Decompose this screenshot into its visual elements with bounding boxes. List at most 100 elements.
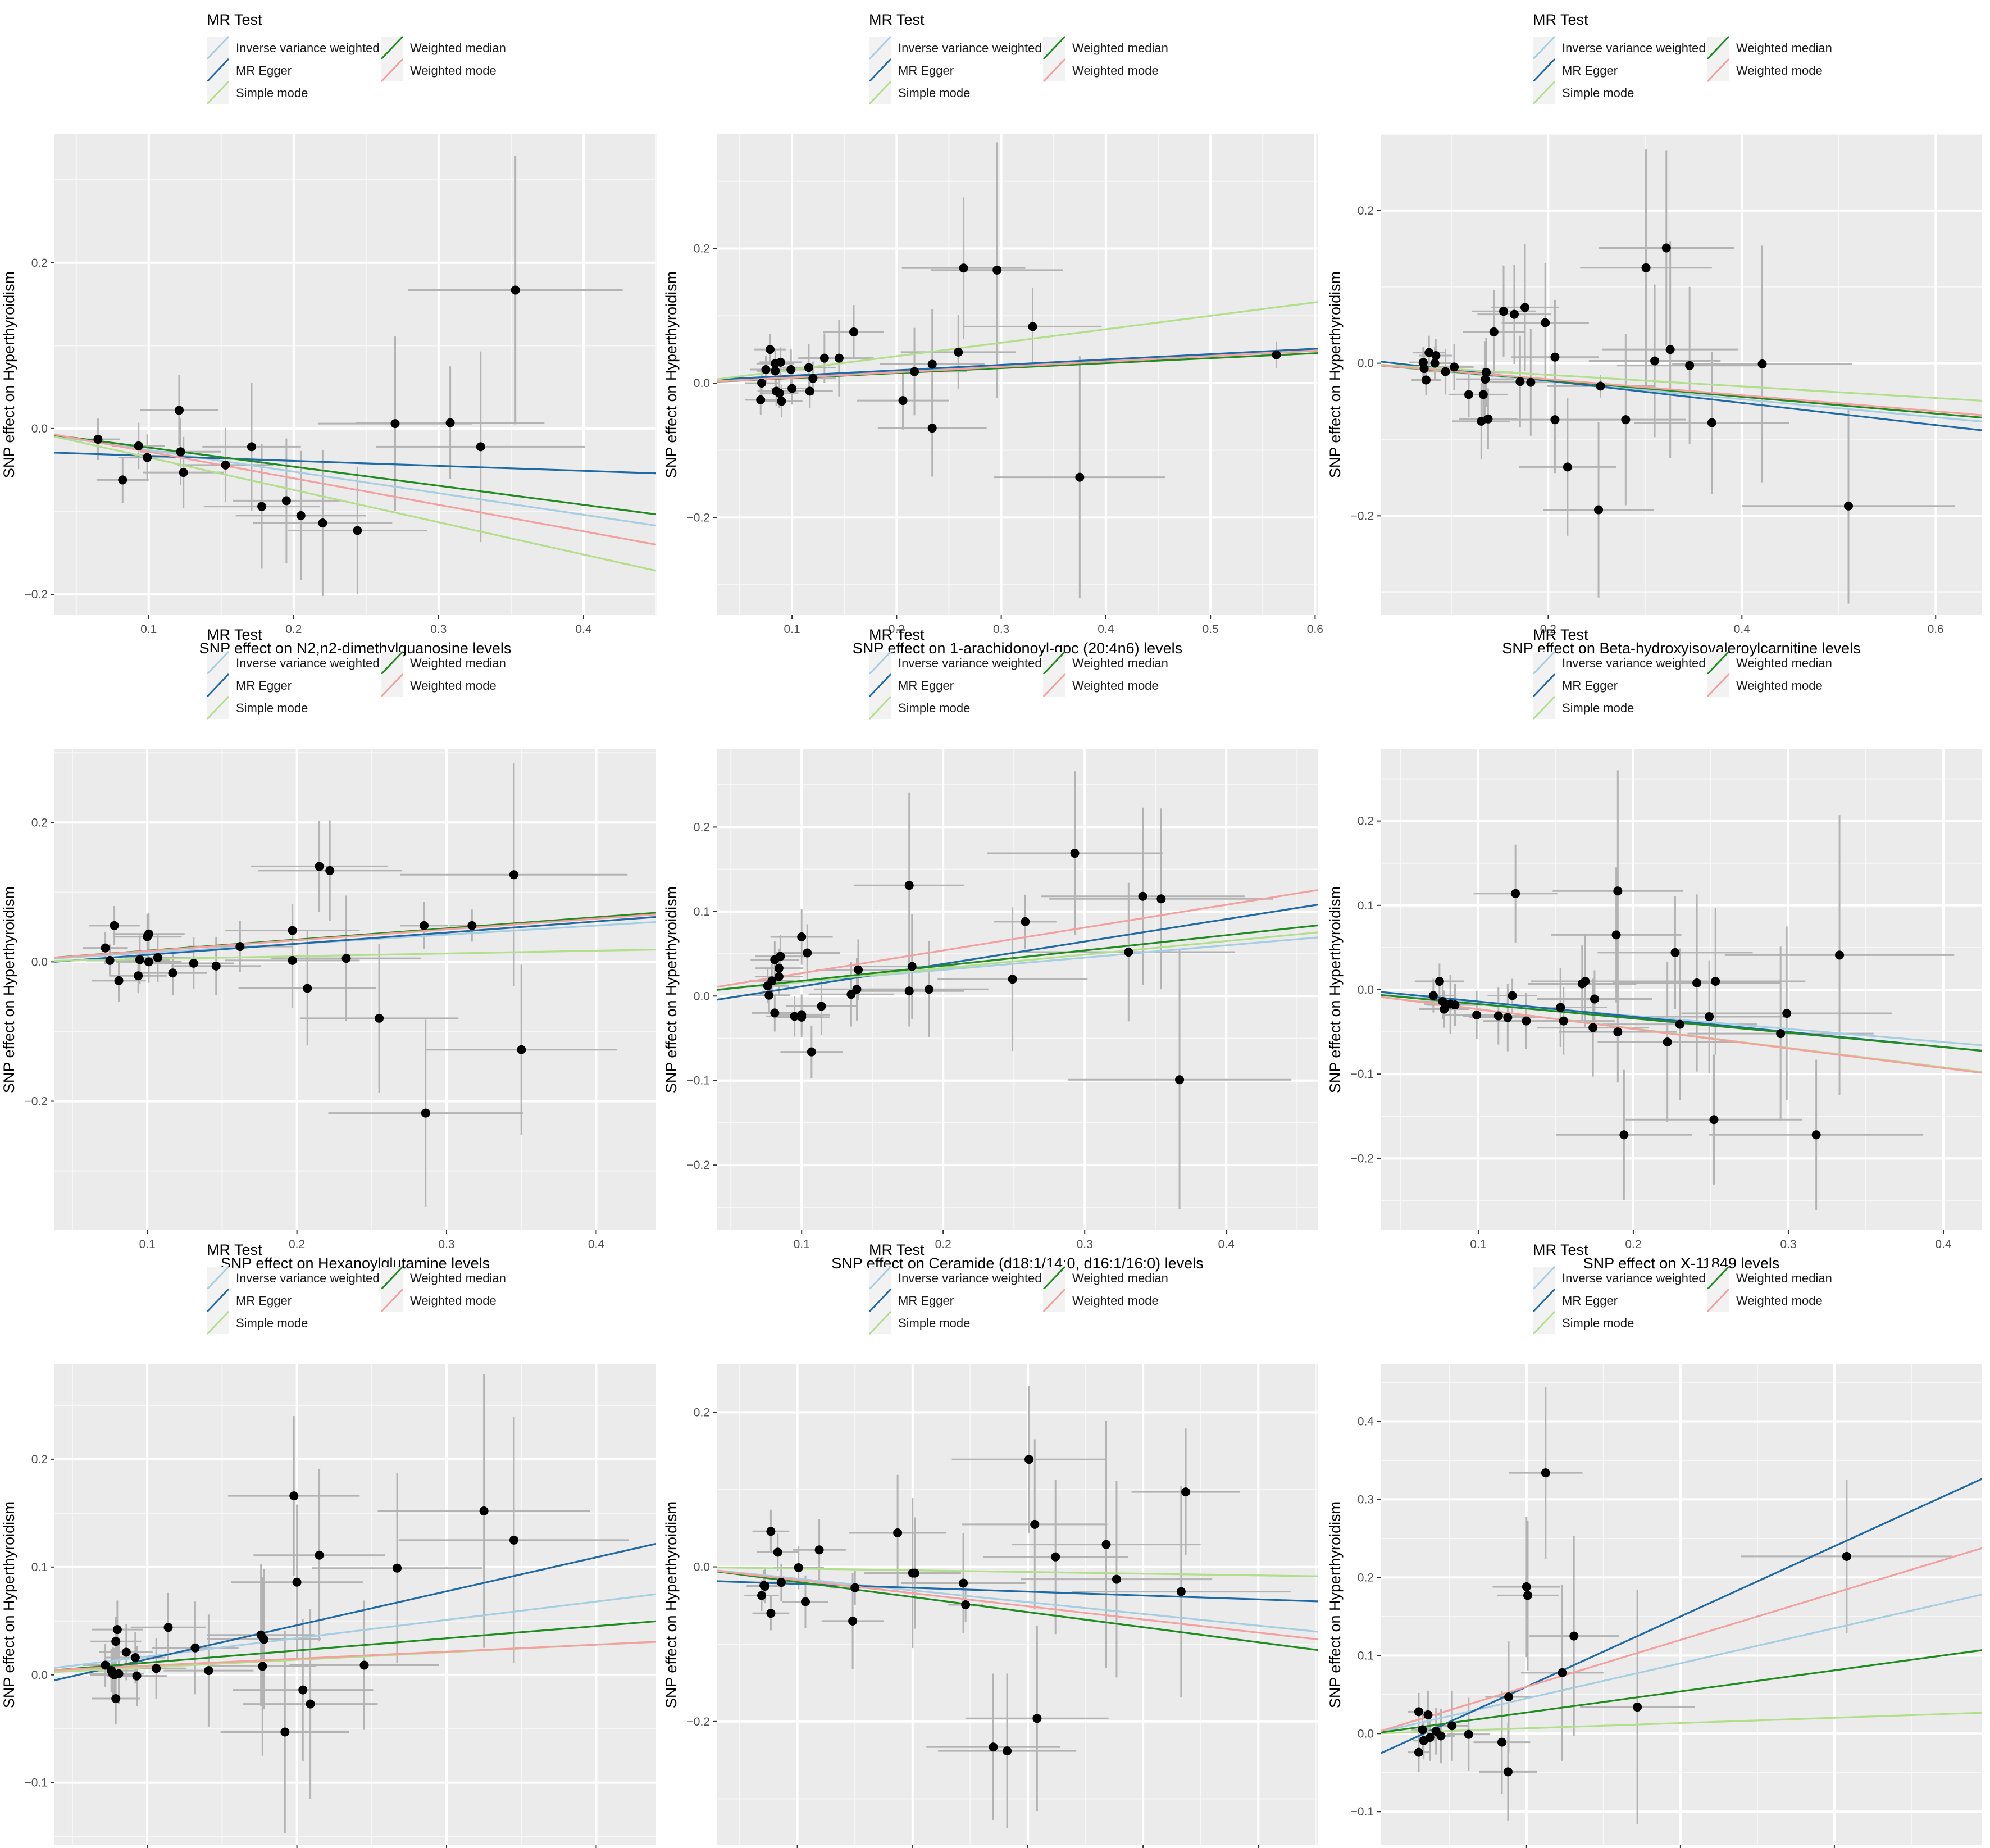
- data-point: [850, 1583, 860, 1592]
- x-tick-label: 0.2: [289, 1238, 305, 1251]
- legend-key-line: [1706, 650, 1730, 675]
- data-point: [325, 866, 335, 875]
- regression-line-egger: [54, 452, 656, 475]
- data-point: [1156, 894, 1166, 904]
- data-point: [134, 441, 143, 450]
- data-point: [375, 1013, 384, 1023]
- legend-item-wmedian: Weighted median: [1706, 35, 1832, 60]
- legend-item-wmedian: Weighted median: [380, 1266, 506, 1290]
- y-tick-label: −0.2: [1351, 1152, 1374, 1165]
- data-point: [132, 1671, 142, 1681]
- data-point: [1493, 1011, 1503, 1021]
- x-axis: 0.1 0.2 0.3 0.4 SNP effect on N2,n2-dimethyl…: [140, 615, 592, 657]
- data-point: [390, 419, 400, 429]
- data-point: [1835, 950, 1845, 960]
- data-point: [235, 942, 245, 952]
- legend-label: MR Egger: [898, 1294, 954, 1308]
- regression-line-ivw: [54, 1593, 656, 1669]
- data-points: [1428, 886, 1845, 1140]
- data-point: [1541, 318, 1550, 327]
- legend-label: Inverse variance weighted: [1562, 1271, 1706, 1285]
- legend-key-line: [206, 650, 230, 675]
- data-point: [776, 357, 785, 367]
- data-point: [776, 952, 785, 961]
- data-point: [118, 475, 127, 485]
- data-point: [1051, 1552, 1060, 1562]
- data-point: [1028, 322, 1037, 331]
- y-tick-label: −0.2: [687, 1715, 710, 1728]
- legend-key-line: [1706, 35, 1730, 60]
- data-point: [1508, 991, 1517, 1000]
- data-point: [1481, 367, 1491, 377]
- data-point: [467, 921, 477, 930]
- data-point: [306, 1699, 315, 1709]
- data-point: [1021, 917, 1030, 926]
- legend-item-wmode: Weighted mode: [380, 673, 497, 698]
- legend-label: Inverse variance weighted: [898, 41, 1042, 55]
- data-point: [800, 1597, 810, 1606]
- panel-8: MR Test Inverse variance weighted MR Egger…: [663, 1241, 1318, 1848]
- data-point: [111, 1694, 121, 1703]
- data-point: [1559, 1016, 1568, 1026]
- regression-line-wmode: [54, 433, 656, 546]
- regression-line-egger: [1381, 1478, 1982, 1754]
- data-point: [247, 442, 256, 452]
- legend-label: Weighted mode: [1736, 679, 1823, 693]
- y-tick-label: 0.0: [694, 377, 710, 390]
- y-tick-label: 0.2: [1358, 815, 1374, 828]
- data-point: [834, 353, 844, 363]
- legend-key-line: [1042, 673, 1066, 698]
- regression-line-wmedian: [54, 1620, 656, 1672]
- regression-line-simple: [54, 435, 656, 572]
- data-point: [1550, 352, 1560, 362]
- regression-line-wmode: [717, 889, 1318, 988]
- data-points: [101, 862, 526, 1118]
- legend-title: MR Test: [207, 11, 262, 28]
- y-tick-label: −0.2: [1351, 509, 1374, 522]
- regression-line-wmode: [1381, 1547, 1982, 1732]
- plot-background: [54, 1364, 656, 1845]
- data-point: [134, 971, 143, 981]
- data-point: [848, 1616, 858, 1626]
- legend: MR Test Inverse variance weighted MR Egger…: [206, 626, 506, 720]
- data-point: [1670, 948, 1680, 957]
- data-point: [1633, 1703, 1642, 1712]
- data-point: [1556, 1003, 1565, 1012]
- data-point: [1650, 356, 1660, 366]
- legend-item-simple: Simple mode: [1532, 80, 1634, 105]
- data-point: [1032, 1714, 1042, 1723]
- legend-item-ivw: Inverse variance weighted: [1532, 1266, 1706, 1290]
- x-axis: 0.10.20.30.40.5SNP effect on X-25371 lev…: [796, 1845, 1259, 1848]
- regression-lines: [717, 889, 1318, 1001]
- y-axis-title: SNP effect on Hyperthyroidism: [1327, 271, 1344, 478]
- legend-key-line: [380, 58, 404, 83]
- data-point: [819, 353, 829, 363]
- legend-title: MR Test: [1533, 1241, 1588, 1258]
- regression-line-wmedian: [1381, 1649, 1982, 1733]
- legend-key-line: [380, 650, 404, 675]
- data-point: [1596, 381, 1605, 391]
- y-axis: −0.2 −0.1 0.0 0.1 0.2 SNP effect on Hyperthyr…: [663, 821, 717, 1172]
- data-point: [1707, 418, 1716, 427]
- legend-title: MR Test: [1533, 626, 1588, 643]
- data-point: [1757, 359, 1767, 368]
- x-tick-label: 0.4: [575, 623, 592, 636]
- data-point: [1419, 364, 1429, 374]
- data-point: [1661, 243, 1671, 253]
- legend-item-simple: Simple mode: [868, 80, 970, 105]
- data-point: [807, 1047, 816, 1057]
- legend-item-wmedian: Weighted median: [1042, 650, 1168, 675]
- x-tick-label: 0.6: [1928, 623, 1944, 636]
- legend-item-ivw: Inverse variance weighted: [206, 35, 380, 60]
- legend: MR Test Inverse variance weighted MR Egger…: [206, 11, 506, 105]
- data-points: [1418, 243, 1853, 515]
- legend-key-line: [1042, 1266, 1066, 1290]
- data-point: [1526, 377, 1536, 387]
- legend-key-line: [1532, 35, 1556, 60]
- legend-label: Weighted mode: [410, 1294, 497, 1308]
- x-axis-title: SNP effect on X-11849 levels: [1583, 1255, 1780, 1272]
- data-point: [1112, 1574, 1121, 1584]
- data-point: [904, 986, 914, 996]
- x-tick-label: 0.4: [588, 1238, 605, 1251]
